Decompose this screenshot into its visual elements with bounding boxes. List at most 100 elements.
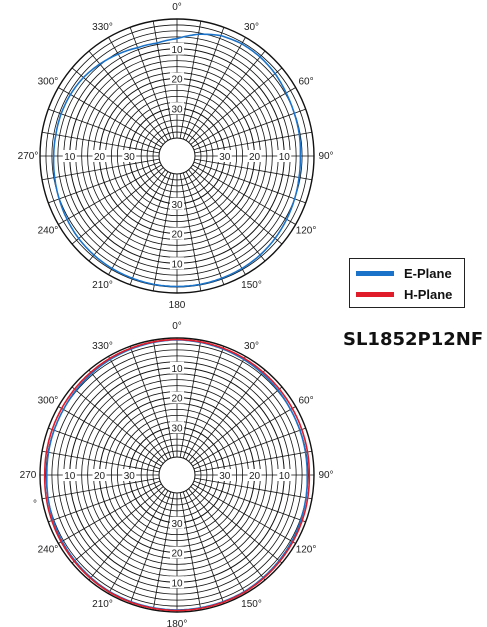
model-number: SL1852P12NF [343,329,484,350]
grid-spoke [129,172,172,285]
legend-label-e-plane: E-Plane [404,265,452,281]
grid-spoke [188,169,266,262]
radial-label: 30 [171,519,183,530]
radial-label-bg [277,469,292,481]
radial-label: 30 [124,471,136,482]
angle-label: 60° [298,77,313,88]
angle-label-extra: ° [33,499,37,510]
angle-label: 240° [38,545,59,556]
radial-label-bg [217,150,232,162]
radial-label-bg [170,391,184,404]
grid-spoke [108,171,169,275]
grid-spoke [185,37,246,141]
angle-label: 270 [20,470,37,481]
grid-spoke [48,108,161,151]
radial-label-bg [170,197,184,210]
grid-spoke [58,87,162,148]
grid-spoke [182,346,225,459]
grid-spoke [88,50,166,143]
grid-spoke [194,477,312,500]
radial-label-bg [247,150,262,162]
angle-label: 330° [92,341,113,352]
grid-spoke [190,67,283,145]
radial-label-bg [170,72,184,85]
grid-spoke [58,406,162,467]
radial-label: 20 [94,471,106,482]
grid-spoke [190,167,283,245]
grid-spoke [152,21,175,139]
grid-ring [158,456,196,494]
grid-spoke [193,161,306,204]
legend-item-h-plane: H-Plane [356,285,452,303]
grid-spoke [42,477,160,500]
grid-spoke [192,483,296,544]
grid-spoke [185,171,246,275]
grid-spoke [192,406,296,467]
grid-spoke [152,173,175,291]
radial-label-bg [122,469,137,481]
radial-label-bg [170,227,184,240]
angle-label: 0° [172,321,182,332]
angle-label: 300° [38,77,59,88]
grid-spoke [190,486,283,564]
angle-label: 0° [172,2,182,13]
angle-label: 90° [318,470,333,481]
radial-label-bg [170,516,184,529]
radial-label-bg [92,150,107,162]
radial-label: 30 [219,471,231,482]
angle-label: 180 [169,300,186,311]
radial-label-bg [170,361,184,374]
radial-label: 20 [171,75,183,86]
angle-label: 210° [92,280,113,291]
radial-label: 20 [249,152,261,163]
radial-label: 10 [171,45,183,56]
grid-spoke [42,450,160,473]
angle-label: 30° [244,341,259,352]
grid-spoke [193,108,306,151]
series-h-plane [43,338,311,612]
radial-label: 10 [171,578,183,589]
radial-label: 10 [279,471,291,482]
legend-swatch-e-plane [356,270,394,276]
grid-spoke [42,131,160,154]
radial-label-bg [170,546,184,559]
grid-spoke [190,386,283,464]
radial-label: 30 [219,152,231,163]
radial-label: 10 [171,364,183,375]
radial-label: 10 [64,471,76,482]
grid-spoke [129,27,172,140]
grid-spoke [48,480,161,523]
grid-spoke [129,346,172,459]
grid-spoke [192,164,296,225]
grid-spoke [185,356,246,460]
grid-spoke [71,67,164,145]
angle-label: 120° [296,545,317,556]
radial-label: 20 [249,471,261,482]
legend-label-h-plane: H-Plane [404,286,453,302]
grid-spoke [194,131,312,154]
radial-label-bg [170,576,184,589]
radial-label: 20 [171,549,183,560]
grid-spoke [88,169,166,262]
grid-spoke [108,356,169,460]
radial-label: 10 [64,152,76,163]
radial-label-bg [170,421,184,434]
legend-swatch-h-plane [356,291,394,297]
grid-spoke [179,21,202,139]
radial-label-bg [170,257,184,270]
grid-spoke [152,492,175,610]
grid-spoke [88,488,166,581]
grid-spoke [58,483,162,544]
grid-spoke [182,27,225,140]
series-e-plane [52,33,302,288]
legend: E-Plane H-Plane [349,258,465,308]
angle-label: 330° [92,22,113,33]
angle-label: 240° [38,226,59,237]
grid-spoke [185,490,246,594]
radial-label-bg [92,469,107,481]
radial-label: 20 [171,394,183,405]
grid-spoke [152,340,175,458]
grid-ring [158,137,196,175]
polar-chart-2: 0°30°60°90°120°150°180°210°240°270300°33… [20,321,334,627]
